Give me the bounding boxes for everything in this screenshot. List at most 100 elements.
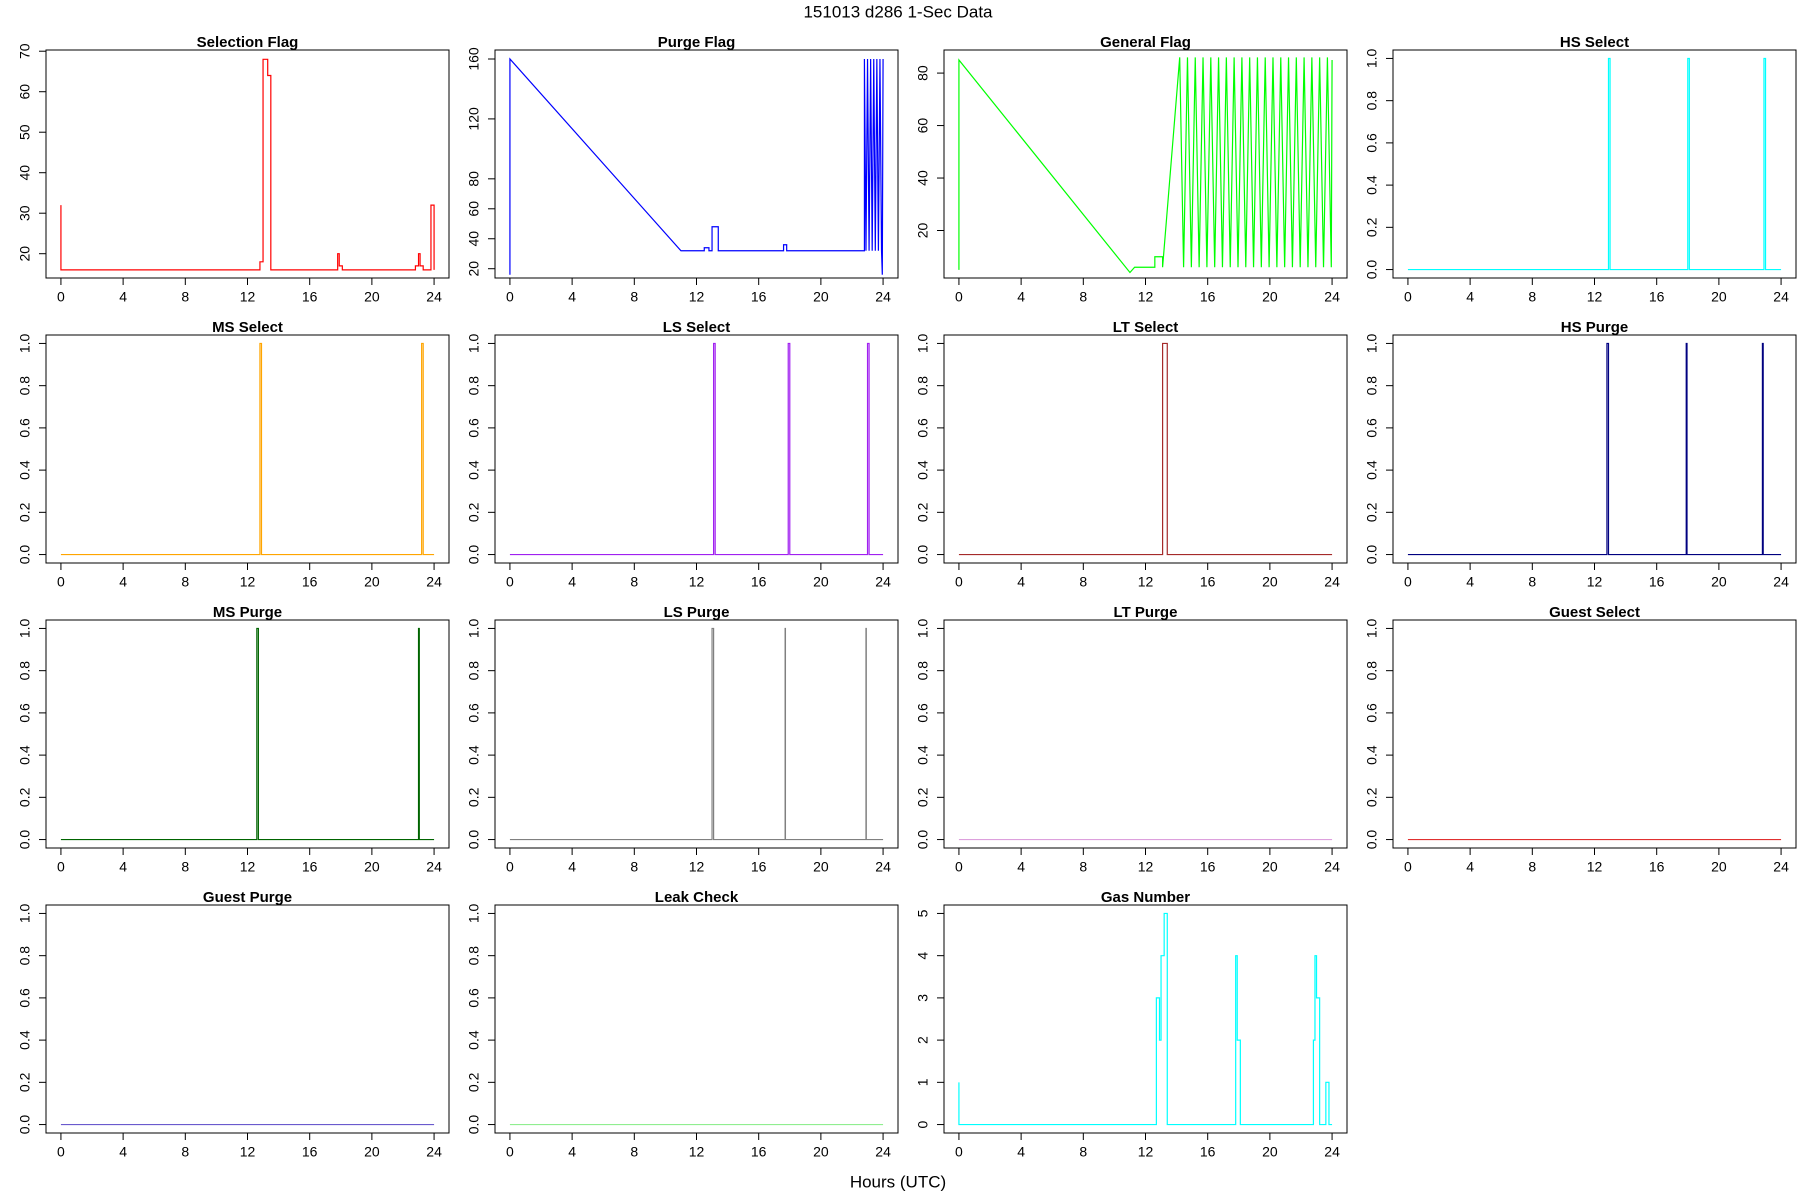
y-tick-label: 80 [466,171,482,187]
y-tick-label: 1 [915,1078,931,1086]
x-tick-label: 0 [955,859,963,875]
data-line [1407,57,1782,271]
x-tick-label: 8 [181,1144,189,1160]
plot-frame [943,334,1348,564]
y-tick-label: 0.6 [17,703,33,723]
x-tick-label: 16 [1200,1144,1216,1160]
x-tick-label: 16 [1649,574,1665,590]
x-tick-label: 24 [1324,574,1340,590]
y-tick-label: 60 [466,201,482,217]
plot-area [509,627,884,841]
x-tick-label: 8 [630,574,638,590]
figure-title: 151013 d286 1-Sec Data [803,2,993,21]
data-line [60,58,435,271]
y-tick-label: 0.2 [915,787,931,807]
x-tick-label: 4 [568,574,576,590]
y-tick-label: 0.8 [17,376,33,396]
x-tick-label: 12 [240,1144,256,1160]
panel: Selection Flag 0 4 8 12 16 20 24 20 30 40 50 60 70 [17,34,450,305]
x-tick-label: 4 [1017,859,1025,875]
plot-frame [45,334,450,564]
x-tick-label: 16 [751,289,767,305]
panel-title: General Flag [1100,34,1191,51]
panel: MS Select 0 4 8 12 16 20 24 0.0 0.2 0.4 0.6 0.8 1.0 [17,319,450,590]
plot-frame [1392,49,1797,279]
data-line [60,627,435,841]
x-tick-label: 20 [1711,859,1727,875]
x-tick-label: 16 [751,859,767,875]
y-tick-label: 0.0 [915,545,931,565]
data-line [958,912,1333,1126]
plot-area [1407,342,1782,556]
x-tick-label: 4 [1466,289,1474,305]
panel-title: Purge Flag [658,34,736,51]
y-tick-label: 50 [17,124,33,140]
y-tick-label: 0.8 [915,376,931,396]
y-tick-label: 0.0 [466,830,482,850]
x-tick-label: 12 [240,574,256,590]
y-tick-label: 0.8 [1364,376,1380,396]
panel-title: Gas Number [1101,889,1190,906]
x-tick-label: 8 [181,859,189,875]
x-tick-label: 20 [364,1144,380,1160]
y-tick-label: 80 [915,65,931,81]
panel-title: Leak Check [655,889,739,906]
x-tick-label: 20 [1711,574,1727,590]
y-tick-label: 0.4 [1364,175,1380,195]
x-tick-label: 24 [426,574,442,590]
y-tick-label: 40 [915,170,931,186]
y-tick-label: 1.0 [1364,334,1380,354]
y-tick-label: 160 [466,47,482,71]
y-tick-label: 0 [915,1120,931,1128]
y-tick-label: 20 [17,246,33,262]
plot-frame [1392,619,1797,849]
y-tick-label: 0.2 [1364,217,1380,237]
x-tick-label: 0 [506,289,514,305]
panel-title: Selection Flag [197,34,299,51]
data-line [509,627,884,841]
y-tick-label: 0.8 [466,946,482,966]
panel-title: Guest Purge [203,889,292,906]
panel-title: LS Select [663,319,731,336]
x-tick-label: 12 [1587,859,1603,875]
y-tick-label: 5 [915,909,931,917]
y-tick-label: 0.8 [466,376,482,396]
y-tick-label: 0.4 [466,1030,482,1050]
panel: General Flag 0 4 8 12 16 20 24 20 40 60 80 [915,34,1348,305]
x-tick-label: 8 [1528,859,1536,875]
y-tick-label: 0.4 [466,745,482,765]
x-tick-label: 20 [813,859,829,875]
x-tick-label: 0 [955,574,963,590]
y-tick-label: 20 [915,223,931,239]
plot-frame [943,904,1348,1134]
y-tick-label: 0.2 [466,502,482,522]
data-line [958,57,1333,274]
x-tick-label: 20 [1262,289,1278,305]
plot-frame [45,904,450,1134]
x-tick-label: 16 [751,1144,767,1160]
x-tick-label: 12 [1587,574,1603,590]
y-tick-label: 0.6 [466,703,482,723]
y-tick-label: 0.6 [17,988,33,1008]
x-tick-label: 0 [506,1144,514,1160]
y-tick-label: 0.8 [466,661,482,681]
y-tick-label: 1.0 [466,904,482,924]
panel: LS Purge 0 4 8 12 16 20 24 0.0 0.2 0.4 0.6 0.8 1.0 [466,604,899,875]
y-tick-label: 20 [466,261,482,277]
x-tick-label: 12 [1587,289,1603,305]
y-tick-label: 0.8 [1364,91,1380,111]
y-tick-label: 1.0 [915,334,931,354]
x-tick-label: 24 [426,859,442,875]
panel-title: Guest Select [1549,604,1640,621]
y-tick-label: 0.2 [1364,502,1380,522]
y-tick-label: 1.0 [466,334,482,354]
plot-frame [943,49,1348,279]
x-tick-label: 16 [751,574,767,590]
panel-title: LS Purge [664,604,730,621]
plot-frame [1392,334,1797,564]
y-tick-label: 0.6 [915,703,931,723]
plot-area [60,58,435,271]
y-tick-label: 0.4 [466,460,482,480]
